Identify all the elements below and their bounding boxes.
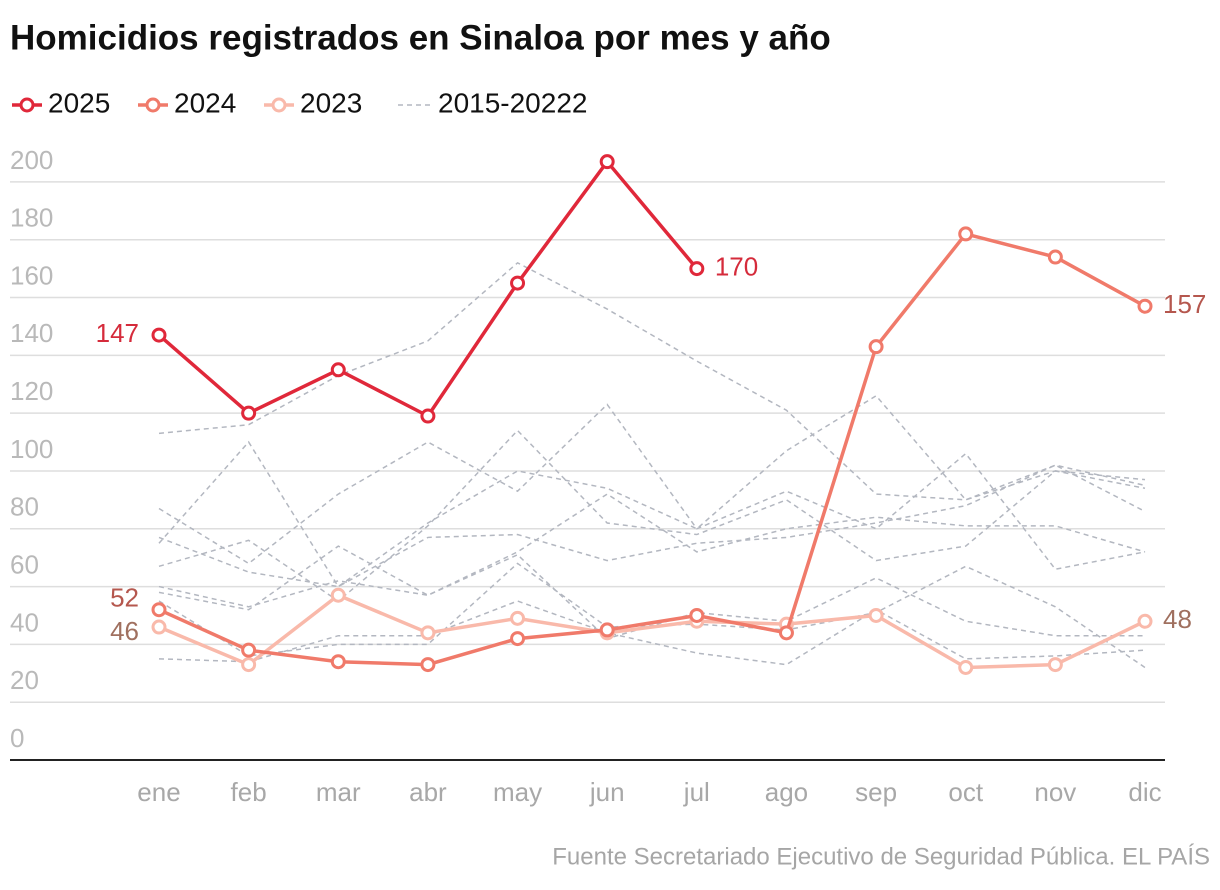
- point: [330, 654, 346, 670]
- source: Fuente Secretariado Ejecutivo de Segurid…: [552, 843, 1210, 870]
- point: [868, 339, 884, 355]
- legend-label: 2015-20222: [438, 87, 587, 118]
- x-tick-label: may: [493, 777, 542, 807]
- x-tick-label: mar: [316, 777, 361, 807]
- y-tick-label: 180: [10, 203, 53, 233]
- reference-line: [158, 394, 1146, 588]
- point: [510, 631, 526, 647]
- x-tick-label: jun: [589, 777, 625, 807]
- y-tick-label: 140: [10, 318, 53, 348]
- point: [330, 362, 346, 378]
- y-tick-label: 100: [10, 434, 53, 464]
- reference-line: [158, 261, 1146, 501]
- point: [599, 154, 615, 170]
- point: [868, 607, 884, 623]
- point: [689, 261, 705, 277]
- point: [330, 587, 346, 603]
- point: [151, 327, 167, 343]
- chart-title: Homicidios registrados en Sinaloa por me…: [10, 18, 831, 57]
- reference-line: [158, 600, 1146, 666]
- point: [151, 619, 167, 635]
- point: [1137, 613, 1153, 629]
- point: [1137, 298, 1153, 314]
- series-line: [158, 231, 1146, 667]
- x-tick-label: ago: [765, 777, 808, 807]
- point: [241, 405, 257, 421]
- point: [510, 275, 526, 291]
- point: [420, 657, 436, 673]
- value-label: 170: [715, 251, 758, 281]
- legend-label: 2025: [48, 87, 110, 118]
- y-tick-label: 40: [10, 607, 39, 637]
- value-label: 157: [1163, 289, 1206, 319]
- reference-line: [158, 429, 1146, 602]
- y-tick-label: 160: [10, 260, 53, 290]
- legend-marker: [145, 97, 161, 113]
- point: [241, 657, 257, 673]
- reference-line: [158, 545, 1145, 640]
- legend-label: 2024: [174, 87, 236, 118]
- point: [1047, 657, 1063, 673]
- y-tick-label: 0: [10, 723, 24, 753]
- value-label: 52: [110, 583, 139, 613]
- value-label: 48: [1163, 604, 1192, 634]
- y-tick-label: 60: [10, 549, 39, 579]
- y-tick-label: 200: [10, 145, 53, 175]
- x-tick-label: abr: [409, 777, 447, 807]
- point: [958, 226, 974, 242]
- series-line: [158, 593, 1146, 670]
- x-tick-label: dic: [1128, 777, 1161, 807]
- y-tick-label: 80: [10, 492, 39, 522]
- reference-line: [158, 493, 1146, 608]
- point: [151, 602, 167, 618]
- x-tick-label: nov: [1034, 777, 1076, 807]
- reference-line: [158, 403, 1146, 571]
- point: [241, 642, 257, 658]
- point: [599, 622, 615, 638]
- x-tick-label: jul: [683, 777, 710, 807]
- point: [1047, 249, 1063, 265]
- legend-marker: [19, 97, 35, 113]
- value-label: 147: [96, 318, 139, 348]
- value-label: 46: [110, 616, 139, 646]
- point: [510, 610, 526, 626]
- point: [958, 660, 974, 676]
- point: [778, 625, 794, 641]
- x-tick-label: sep: [855, 777, 897, 807]
- point: [420, 625, 436, 641]
- legend-label: 2023: [300, 87, 362, 118]
- y-tick-label: 20: [10, 665, 39, 695]
- point: [420, 408, 436, 424]
- point: [689, 607, 705, 623]
- reference-line: [158, 464, 1146, 588]
- x-tick-label: oct: [948, 777, 983, 807]
- x-tick-label: ene: [137, 777, 180, 807]
- legend-marker: [271, 97, 287, 113]
- x-tick-label: feb: [231, 777, 267, 807]
- series-line: [157, 158, 699, 419]
- y-tick-label: 120: [10, 376, 53, 406]
